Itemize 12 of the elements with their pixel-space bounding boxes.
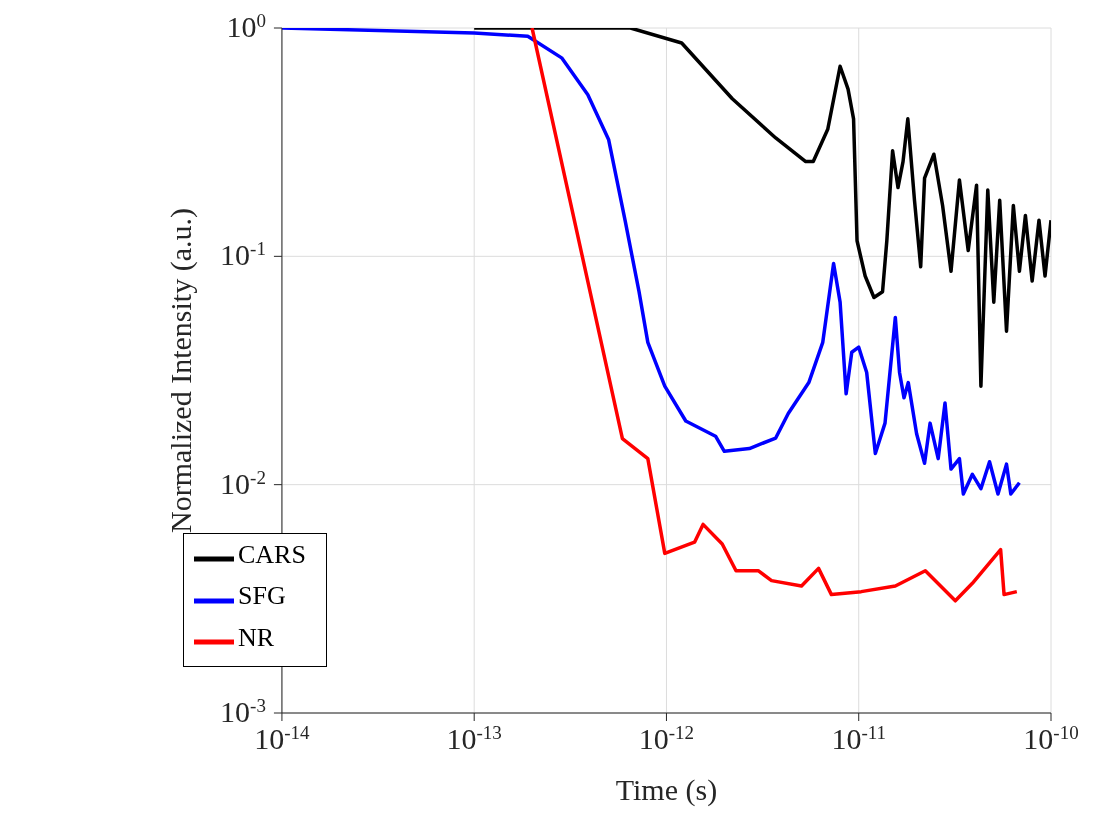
y-tick-label: 10$^{0}$ xyxy=(226,9,266,43)
x-tick-label: 10$^{-13}$ xyxy=(446,721,502,755)
y-axis-title: Normalized Intensity (a.u.) xyxy=(163,208,198,533)
y-tick-label: 10$^{-1}$ xyxy=(220,237,266,272)
x-tick-label: 10$^{-11}$ xyxy=(831,721,887,755)
legend-label: NR xyxy=(238,622,275,652)
legend-label: SFG xyxy=(238,581,286,611)
x-axis-title: Time (s) xyxy=(615,773,718,807)
legend-label: CARS xyxy=(238,540,306,569)
x-tick-label: 10$^{-12}$ xyxy=(638,721,695,755)
x-tick-label: 10$^{-10}$ xyxy=(1023,721,1079,755)
y-tick-label: 10$^{-2}$ xyxy=(220,466,266,500)
